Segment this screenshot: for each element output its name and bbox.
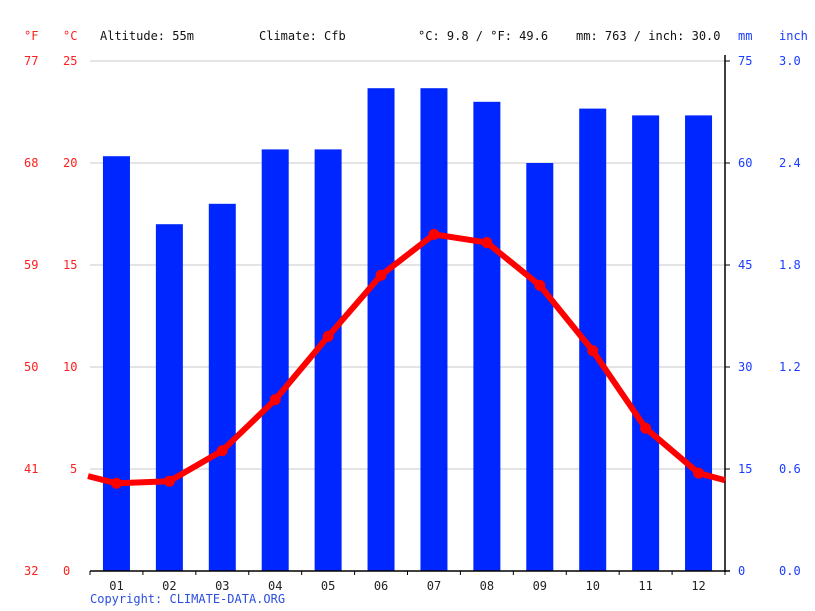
month-label: 04 (268, 579, 282, 593)
month-label: 05 (321, 579, 335, 593)
climate-label: Climate: Cfb (259, 29, 346, 43)
precipitation-bar (526, 163, 554, 571)
mm-tick-label: 15 (738, 462, 753, 476)
precipitation-bar (208, 203, 236, 572)
c-tick-label: 5 (70, 462, 78, 476)
inch-unit-label: inch (779, 29, 808, 43)
month-label: 08 (480, 579, 494, 593)
temperature-polyline (87, 231, 726, 487)
month-label: 01 (109, 579, 123, 593)
celsius-unit-label: °C (63, 29, 78, 43)
temperature-point (216, 445, 228, 457)
precipitation-bar (261, 149, 289, 571)
temperature-point (587, 345, 599, 357)
temperature-point (269, 394, 281, 406)
temperature-point (534, 279, 546, 291)
precipitation-bar (632, 115, 660, 572)
inch-tick-label: 0.0 (779, 564, 801, 578)
precipitation-bar (685, 115, 713, 572)
mm-tick-label: 45 (738, 258, 753, 272)
f-tick-label: 68 (24, 156, 39, 170)
month-labels: 01 02 03 04 05 06 07 08 09 10 11 12 (109, 579, 706, 593)
temperature-average-label: °C: 9.8 / °F: 49.6 (418, 29, 549, 43)
precipitation-bar (155, 224, 183, 571)
month-label: 09 (533, 579, 547, 593)
inch-tick-label: 1.8 (779, 258, 801, 272)
month-label: 10 (585, 579, 599, 593)
temperature-point (110, 477, 122, 489)
chart-axes (89, 55, 730, 575)
temperature-point (375, 269, 387, 281)
temperature-line (87, 228, 726, 489)
temperature-point (693, 467, 705, 479)
precipitation-total-label: mm: 763 / inch: 30.0 (576, 29, 721, 43)
c-tick-label: 10 (63, 360, 78, 374)
temperature-point (163, 475, 175, 487)
mm-tick-label: 60 (738, 156, 753, 170)
c-tick-label: 20 (63, 156, 78, 170)
mm-tick-label: 75 (738, 54, 753, 68)
f-tick-label: 32 (24, 564, 39, 578)
month-label: 06 (374, 579, 388, 593)
f-tick-label: 50 (24, 360, 39, 374)
f-tick-label: 77 (24, 54, 39, 68)
mm-tick-label: 0 (738, 564, 746, 578)
month-label: 03 (215, 579, 229, 593)
mm-tick-label: 30 (738, 360, 753, 374)
f-tick-label: 59 (24, 258, 39, 272)
month-label: 07 (427, 579, 441, 593)
month-label: 12 (691, 579, 705, 593)
temperature-point (481, 237, 493, 249)
precipitation-bar (367, 88, 395, 571)
month-label: 02 (162, 579, 176, 593)
precipitation-bar (420, 88, 448, 571)
month-label: 11 (638, 579, 652, 593)
inch-tick-label: 3.0 (779, 54, 801, 68)
precipitation-bars (102, 88, 713, 572)
copyright-link[interactable]: Copyright: CLIMATE-DATA.ORG (90, 592, 286, 606)
inch-tick-label: 1.2 (779, 360, 801, 374)
altitude-label: Altitude: 55m (100, 29, 194, 43)
c-tick-label: 25 (63, 54, 78, 68)
mm-unit-label: mm (738, 29, 753, 43)
f-tick-label: 41 (24, 462, 39, 476)
temperature-point (640, 422, 652, 434)
inch-tick-label: 0.6 (779, 462, 801, 476)
precipitation-bar (102, 156, 130, 571)
fahrenheit-unit-label: °F (24, 29, 39, 43)
c-tick-label: 0 (63, 564, 71, 578)
inch-tick-label: 2.4 (779, 156, 801, 170)
c-tick-label: 15 (63, 258, 78, 272)
temperature-point (322, 330, 334, 342)
precipitation-bar (314, 149, 342, 571)
temperature-point (428, 228, 440, 240)
precipitation-bar (473, 101, 501, 572)
